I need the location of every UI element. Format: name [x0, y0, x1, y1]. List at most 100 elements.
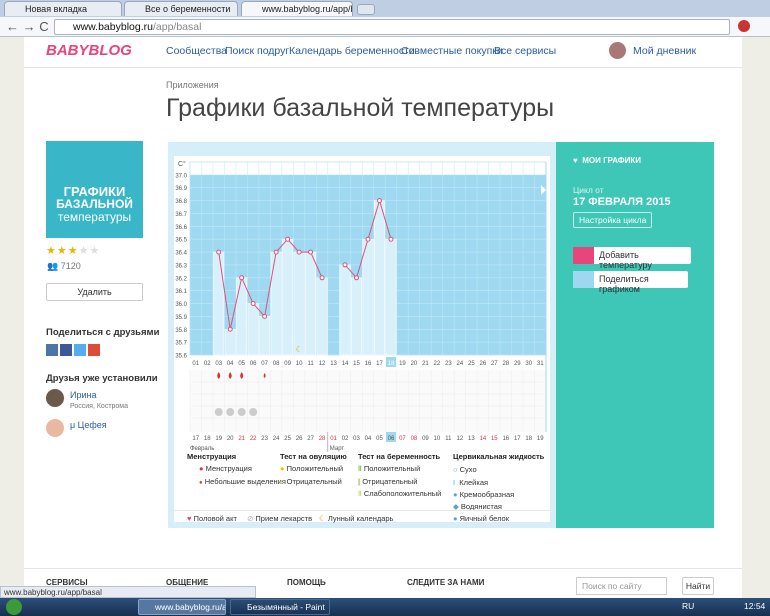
add-temp-button[interactable]: Добавить температуру — [573, 247, 691, 270]
share-fb[interactable] — [60, 344, 72, 356]
bar — [213, 251, 225, 356]
legend-text: Отрицательный — [362, 477, 418, 486]
cycle-settings[interactable]: Настройка цикла — [573, 212, 653, 228]
share-gp[interactable] — [88, 344, 100, 356]
task-button[interactable]: Безымянный - Paint — [230, 599, 330, 615]
temperature-point — [308, 249, 314, 255]
y-tick-label: 36.3 — [175, 263, 187, 269]
friend-name[interactable]: Ирина — [70, 390, 97, 400]
task-button[interactable]: www.babyblog.ru/a... — [138, 599, 226, 615]
nav-buttons[interactable]: ← → C — [6, 19, 49, 34]
x-tick-label: 20 — [411, 361, 418, 367]
icon-text: ГРАФИКИ — [63, 184, 126, 199]
date-label: 19 — [537, 436, 544, 442]
avatar[interactable] — [609, 42, 626, 59]
my-charts[interactable]: ♥ МОИ ГРАФИКИ — [573, 156, 642, 165]
today-highlight — [385, 432, 396, 442]
legend-divider — [174, 510, 550, 511]
tab[interactable]: Новая вкладка — [4, 1, 122, 16]
bar — [247, 303, 259, 356]
legend-item: ● Яичный белок — [453, 514, 509, 523]
footer-heading: ОБЩЕНИЕ — [166, 578, 209, 587]
logo[interactable]: BABYBLOG — [46, 42, 132, 59]
adblock-icon[interactable] — [738, 20, 750, 32]
menstruation-icon — [240, 372, 244, 379]
legend-item: ‖ Положительный — [358, 464, 421, 473]
x-tick-label: 03 — [215, 361, 222, 367]
legend-item: ● Небольшие выделения — [199, 477, 286, 486]
temperature-point — [262, 313, 268, 319]
delete-button[interactable]: Удалить — [46, 283, 143, 301]
date-label: 12 — [457, 436, 464, 442]
tab[interactable]: Все о беременности и д... — [124, 1, 238, 16]
nav-link[interactable]: Все сервисы — [494, 45, 557, 57]
y-tick-label: 36.7 — [175, 212, 187, 218]
temperature-point — [376, 198, 382, 204]
legend-item: | Отрицательный — [358, 477, 418, 486]
x-tick-label: 27 — [491, 361, 498, 367]
medicine-icon — [249, 408, 258, 416]
search-button[interactable]: Найти — [682, 577, 714, 595]
lang[interactable]: RU — [682, 601, 695, 611]
y-tick-label: 35.9 — [175, 315, 187, 321]
menstruation-icon — [228, 372, 232, 379]
tab[interactable]: www.babyblog.ru/app/ba... — [241, 1, 353, 16]
nav-link[interactable]: Календарь беременности — [289, 45, 415, 57]
y-tick-label: 36.2 — [175, 276, 187, 282]
temperature-point — [365, 236, 371, 242]
nav-link[interactable]: Сообщества — [166, 45, 227, 57]
legend-title: Менструация — [187, 452, 237, 461]
icon-text: температуры — [57, 210, 132, 224]
add-temp-icon — [573, 247, 594, 264]
nav-link[interactable]: Поиск подруг — [225, 45, 290, 57]
legend-text: Клейкая — [459, 478, 489, 487]
friend-avatar[interactable] — [46, 389, 64, 407]
share-tw[interactable] — [74, 344, 86, 356]
share-vk[interactable] — [46, 344, 58, 356]
temperature-point — [227, 326, 233, 332]
bar — [374, 200, 385, 356]
spotting-icon — [263, 373, 266, 378]
installs-count: 7120 — [60, 261, 81, 271]
legend-item: I Клейкая — [453, 478, 489, 487]
friend-name[interactable]: μ Цефея — [70, 420, 107, 430]
status-bar: www.babyblog.ru/app/basal — [0, 586, 256, 598]
y-tick-label: 36.0 — [175, 302, 187, 308]
legend-text: Сухо — [459, 465, 477, 474]
chart: С° 35.6 35.7 35.8 35.9 36.0 36.1 36.2 36.3 36.4 36… — [175, 160, 547, 452]
x-tick-label: 06 — [250, 361, 257, 367]
address-bar[interactable]: www.babyblog.ru/app/basal — [54, 19, 730, 35]
start-button[interactable] — [6, 599, 22, 615]
share-chart-button[interactable]: Поделиться графиком — [573, 271, 688, 294]
temperature-point — [239, 275, 245, 281]
new-tab[interactable] — [357, 4, 375, 15]
temperature-point — [388, 236, 394, 242]
x-tick-label: 12 — [319, 361, 326, 367]
events-area — [190, 370, 546, 432]
x-tick-label: 04 — [227, 361, 234, 367]
x-tick-label: 02 — [204, 361, 211, 367]
medicine-icon — [214, 408, 223, 416]
month-label: Март — [330, 446, 345, 452]
date-label: 07 — [399, 436, 406, 442]
legend-item: ○ Сухо — [453, 465, 477, 474]
legend-item: ○ Отрицательный — [280, 477, 342, 486]
breadcrumb[interactable]: Приложения — [166, 80, 219, 90]
moon-icon: ☾ — [296, 345, 303, 354]
star: ★ — [78, 245, 89, 257]
date-label: 20 — [227, 436, 234, 442]
y-axis-label: С° — [178, 160, 186, 168]
date-label: 03 — [353, 436, 360, 442]
search-input[interactable]: Поиск по сайту — [576, 577, 667, 595]
x-tick-label: 05 — [238, 361, 245, 367]
friend-avatar[interactable] — [46, 419, 64, 437]
date-label: 06 — [388, 436, 395, 442]
bar — [385, 238, 397, 356]
temperature-point — [285, 236, 291, 242]
y-tick-label: 35.8 — [175, 328, 187, 334]
diary-link[interactable]: Мой дневник — [633, 45, 697, 57]
date-label: 27 — [307, 436, 314, 442]
cycle-from: Цикл от — [573, 185, 604, 195]
nav-link[interactable]: Совместные покупки — [401, 45, 503, 57]
